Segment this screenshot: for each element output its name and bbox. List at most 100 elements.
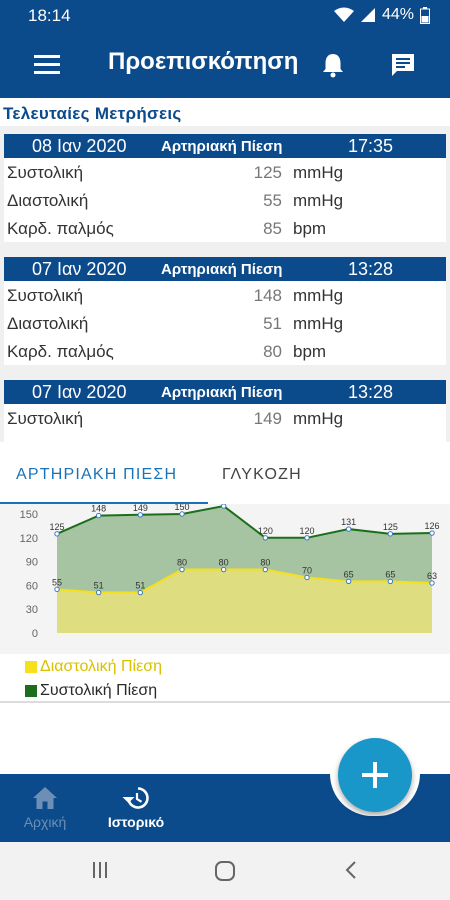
diastolic-data-label: 51 <box>135 581 145 591</box>
diastolic-data-label: 65 <box>385 569 395 579</box>
plus-icon <box>362 762 388 788</box>
diastolic-data-label: 80 <box>260 558 270 568</box>
home-button-icon[interactable] <box>214 860 236 882</box>
row-label: Συστολική <box>7 409 84 428</box>
row-label: Καρδ. παλμός <box>7 342 114 361</box>
card-date: 07 Ιαν 2020 <box>32 382 127 402</box>
systolic-row: Συστολική 149 mmHg <box>4 404 446 432</box>
y-tick-label: 120 <box>20 533 38 545</box>
section-heading: Τελευταίες Μετρήσεις <box>0 98 450 126</box>
systolic-point <box>262 535 269 541</box>
diastolic-point <box>304 574 310 581</box>
y-tick-label: 60 <box>26 580 38 592</box>
diastolic-data-label: 63 <box>427 571 437 581</box>
diastolic-data-label: 80 <box>219 558 229 568</box>
status-bar: 18:14 44% <box>0 0 450 32</box>
row-label: Διαστολική <box>7 314 89 333</box>
systolic-data-label: 120 <box>299 526 314 536</box>
diastolic-data-label: 51 <box>94 581 104 591</box>
history-icon <box>122 787 149 809</box>
pulse-row: Καρδ. παλμός 85 bpm <box>4 214 446 242</box>
systolic-point <box>95 512 102 519</box>
card-type: Αρτηριακή Πίεση <box>161 384 283 401</box>
tab-glucose[interactable]: ΓΛΥΚΟΖΗ <box>222 466 302 483</box>
signal-icon <box>360 8 375 22</box>
legend-swatch <box>25 661 37 673</box>
row-value: 80 <box>263 342 282 361</box>
systolic-data-label: 148 <box>91 504 106 514</box>
card-header: 07 Ιαν 2020 Αρτηριακή Πίεση 13:28 <box>4 257 446 281</box>
systolic-point <box>429 530 435 536</box>
card-type: Αρτηριακή Πίεση <box>161 261 283 278</box>
row-label: Καρδ. παλμός <box>7 219 114 238</box>
row-value: 85 <box>263 219 282 238</box>
systolic-data-label: 120 <box>258 526 273 536</box>
page-title: Προεπισκόπηση <box>108 48 299 75</box>
systolic-data-label: 150 <box>174 504 189 512</box>
battery-percent: 44% <box>381 6 414 23</box>
measurement-card[interactable]: 07 Ιαν 2020 Αρτηριακή Πίεση 13:28 Συστολ… <box>4 380 446 442</box>
diastolic-row: Διαστολική 55 mmHg <box>4 186 446 214</box>
systolic-row: Συστολική 148 mmHg <box>4 281 446 309</box>
systolic-data-label: 126 <box>424 521 439 531</box>
measurement-card[interactable]: 07 Ιαν 2020 Αρτηριακή Πίεση 13:28 Συστολ… <box>4 257 446 365</box>
recent-apps-icon[interactable] <box>90 860 110 880</box>
systolic-data-label: 149 <box>133 504 148 513</box>
diastolic-data-label: 80 <box>177 558 187 568</box>
card-type: Αρτηριακή Πίεση <box>161 138 283 155</box>
row-unit: mmHg <box>293 314 344 333</box>
diastolic-line <box>56 568 433 594</box>
card-date: 08 Ιαν 2020 <box>32 136 127 156</box>
legend-label: Διαστολική Πίεση <box>40 658 162 675</box>
wifi-icon <box>333 7 354 22</box>
diastolic-point <box>345 578 352 585</box>
diastolic-point <box>387 578 394 585</box>
y-tick-label: 0 <box>32 628 38 640</box>
diastolic-point <box>95 589 102 596</box>
blood-pressure-chart: 0306090120150125148149150160120120131125… <box>20 494 440 640</box>
nav-home[interactable]: Αρχική <box>0 786 90 830</box>
diastolic-data-label: 55 <box>52 577 62 587</box>
y-tick-label: 150 <box>20 509 38 521</box>
home-icon <box>33 787 57 809</box>
row-value: 55 <box>263 191 282 210</box>
systolic-data-label: 131 <box>341 517 356 527</box>
row-unit: mmHg <box>293 163 344 182</box>
message-icon[interactable] <box>388 50 418 80</box>
pulse-row: Καρδ. παλμός 80 bpm <box>4 337 446 365</box>
status-time: 18:14 <box>28 6 71 25</box>
systolic-point <box>137 512 144 518</box>
app-bar: Προεπισκόπηση <box>0 32 450 98</box>
y-tick-label: 30 <box>26 604 38 616</box>
tab-blood-pressure[interactable]: ΑΡΤΗΡΙΑΚΗ ΠΙΕΣΗ <box>16 466 178 483</box>
systolic-point <box>387 531 394 537</box>
diastolic-point <box>54 586 60 593</box>
bell-icon[interactable] <box>318 50 348 80</box>
status-icons: 44% <box>333 6 430 24</box>
row-unit: mmHg <box>293 286 344 305</box>
systolic-point <box>54 531 60 537</box>
measurement-card[interactable]: 08 Ιαν 2020 Αρτηριακή Πίεση 17:35 Συστολ… <box>4 134 446 242</box>
diastolic-area <box>57 569 432 633</box>
card-time: 13:28 <box>348 382 394 402</box>
back-icon[interactable] <box>343 860 359 880</box>
row-label: Συστολική <box>7 286 84 305</box>
diastolic-point <box>429 580 435 586</box>
diastolic-point <box>262 566 269 573</box>
add-measurement-button[interactable] <box>338 738 412 812</box>
battery-icon <box>420 6 430 24</box>
row-unit: mmHg <box>293 191 344 210</box>
nav-history[interactable]: Ιστορικό <box>91 786 181 830</box>
row-value: 125 <box>253 163 282 182</box>
systolic-row: Συστολική 125 mmHg <box>4 158 446 186</box>
card-header: 07 Ιαν 2020 Αρτηριακή Πίεση 13:28 <box>4 380 446 404</box>
divider <box>0 701 450 703</box>
legend-diastolic: Διαστολική Πίεση <box>25 658 162 676</box>
legend-label: Συστολική Πίεση <box>40 682 158 699</box>
systolic-line <box>56 505 433 539</box>
menu-icon[interactable] <box>34 52 62 78</box>
card-time: 13:28 <box>348 259 394 279</box>
systolic-point <box>345 526 352 532</box>
systolic-point <box>220 503 227 509</box>
nav-home-label: Αρχική <box>23 814 67 830</box>
